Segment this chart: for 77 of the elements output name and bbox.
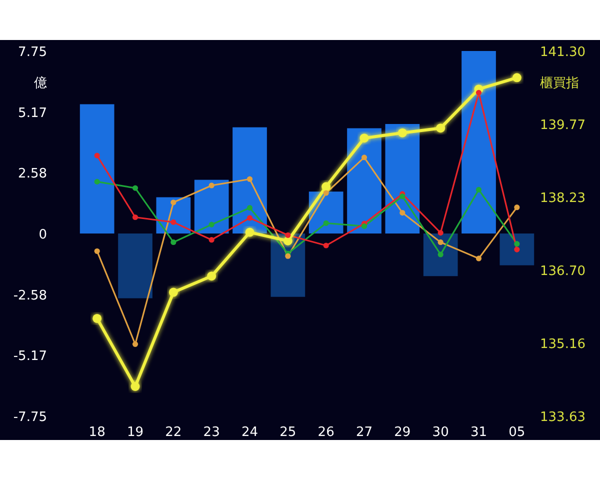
point	[436, 124, 446, 133]
x-tick-label: 22	[165, 425, 182, 440]
point	[514, 241, 520, 247]
x-tick-label: 29	[394, 425, 411, 440]
x-tick-label: 30	[432, 425, 449, 440]
x-tick-label: 18	[88, 425, 106, 440]
point	[132, 341, 138, 347]
y-tick-label: -5.17	[13, 349, 47, 364]
bar	[80, 104, 114, 234]
point	[170, 219, 176, 225]
point	[400, 193, 406, 200]
point	[246, 205, 253, 211]
point	[94, 178, 100, 184]
x-tick-label: 05	[508, 425, 526, 440]
point	[283, 236, 292, 246]
point	[132, 185, 138, 191]
point	[323, 220, 329, 226]
bar	[118, 234, 152, 298]
point	[132, 214, 138, 220]
point	[170, 239, 176, 246]
point	[400, 210, 406, 216]
point	[322, 182, 331, 192]
y-tick-label: 7.75	[18, 45, 47, 60]
y2-tick-label: 135.16	[540, 337, 586, 352]
point	[438, 252, 444, 258]
point	[94, 248, 100, 254]
point	[514, 246, 520, 252]
x-tick-label: 19	[126, 425, 144, 440]
x-tick-label: 31	[470, 425, 488, 440]
bar	[500, 234, 534, 266]
point	[245, 228, 254, 237]
point	[398, 128, 407, 138]
point	[438, 230, 444, 236]
x-tick-label: 23	[203, 425, 220, 440]
point	[323, 190, 329, 196]
bar	[462, 51, 496, 234]
bar	[232, 127, 267, 234]
x-tick-label: 26	[318, 425, 334, 440]
y2-tick-label: 141.30	[540, 45, 586, 60]
y2-tick-label: 136.70	[540, 264, 586, 279]
y-tick-label: -7.75	[13, 410, 47, 425]
point	[361, 223, 368, 229]
point	[476, 90, 482, 96]
point	[94, 152, 100, 158]
y-tick-label: 2.58	[18, 166, 47, 182]
x-tick-label: 25	[280, 425, 296, 440]
y-tick-label: 0	[38, 228, 47, 242]
point	[246, 215, 253, 221]
point	[361, 154, 368, 160]
point	[512, 73, 522, 82]
point	[476, 186, 482, 192]
point	[514, 204, 520, 210]
point	[246, 176, 253, 182]
x-tick-label: 24	[241, 425, 258, 440]
point	[208, 182, 214, 188]
point	[170, 200, 176, 206]
point	[285, 253, 291, 259]
point	[130, 382, 140, 391]
y-tick-label: -2.58	[13, 288, 47, 304]
y-tick-label: 5.17	[18, 106, 47, 121]
point	[168, 288, 178, 297]
point	[323, 242, 329, 248]
y2-tick-label: 133.63	[540, 410, 586, 425]
y2-tick-label: 139.77	[540, 118, 586, 133]
bar	[194, 180, 229, 234]
point	[208, 237, 214, 243]
point	[360, 134, 369, 143]
point	[208, 222, 214, 228]
point	[438, 239, 444, 246]
x-tick-label: 27	[356, 425, 373, 440]
y2-axis-title: 櫃買指	[540, 76, 579, 91]
point	[207, 272, 216, 281]
y2-tick-label: 138.23	[540, 191, 586, 206]
point	[285, 232, 291, 238]
point	[92, 314, 102, 323]
y-axis-title: 億	[34, 76, 47, 91]
point	[476, 256, 482, 262]
